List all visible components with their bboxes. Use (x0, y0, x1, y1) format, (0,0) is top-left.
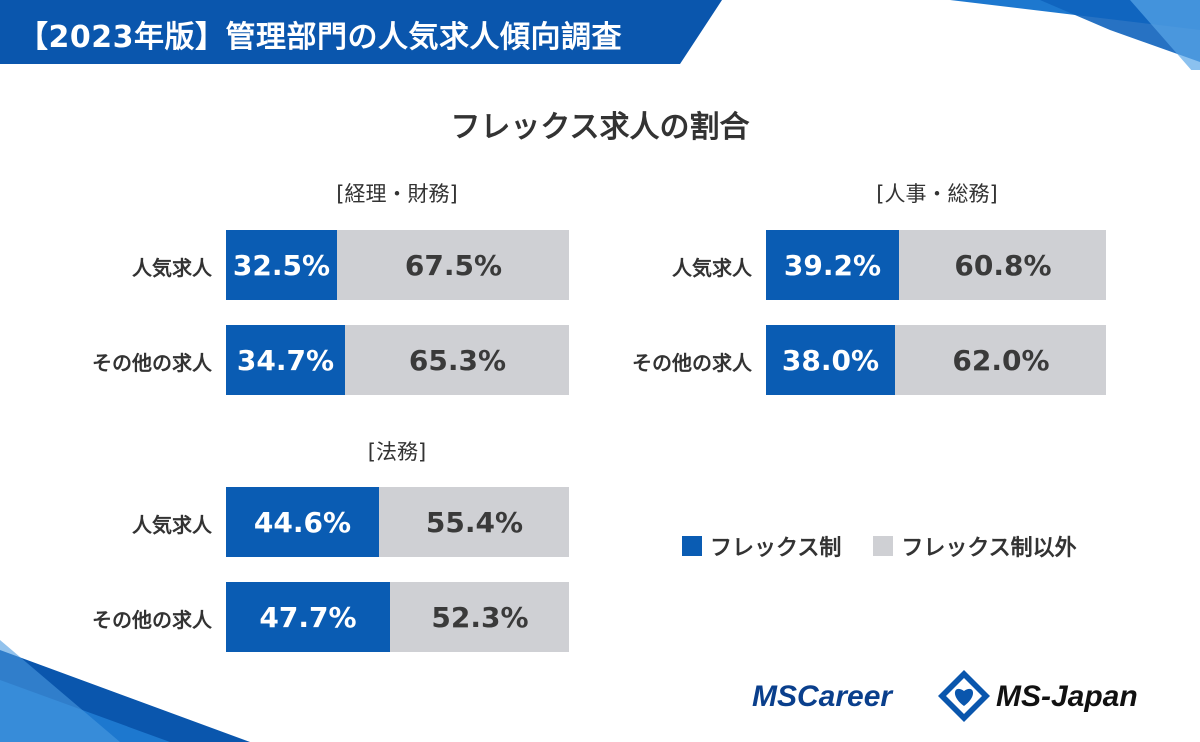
legend-label-flex: フレックス制 (710, 536, 842, 561)
bar-segment-flex: 44.6% (226, 487, 379, 557)
brand-logo: MSCareer MS-Japan (752, 670, 1138, 722)
row-label: その他の求人 (92, 608, 212, 632)
header-banner (0, 0, 1200, 70)
legend-item-flex: フレックス制 (682, 530, 841, 562)
legend-label-other: フレックス制以外 (901, 536, 1077, 561)
stacked-bar: 34.7% 65.3% (226, 325, 569, 395)
stacked-bar: 44.6% 55.4% (226, 487, 569, 557)
stacked-bar: 39.2% 60.8% (766, 230, 1106, 300)
chart-title: フレックス求人の割合 (450, 110, 750, 145)
bar-segment-flex: 39.2% (766, 230, 899, 300)
bar-segment-other: 67.5% (338, 230, 569, 300)
stacked-bar: 38.0% 62.0% (766, 325, 1106, 395)
row-label: その他の求人 (632, 351, 752, 375)
legend-item-other: フレックス制以外 (873, 530, 1077, 562)
bar-segment-other: 55.4% (380, 487, 569, 557)
corner-decoration (0, 640, 250, 742)
logo-mscareer-text: MSCareer (752, 680, 894, 713)
row-label: 人気求人 (132, 513, 212, 537)
stacked-bar: 32.5% 67.5% (226, 230, 569, 300)
legend-swatch-other (873, 536, 894, 556)
row-label: その他の求人 (92, 351, 212, 375)
bar-segment-other: 65.3% (346, 325, 569, 395)
bar-segment-other: 60.8% (900, 230, 1106, 300)
group-title: [法務] (367, 440, 427, 464)
diamond-heart-icon (938, 670, 990, 722)
legend: フレックス制 フレックス制以外 (682, 530, 1099, 562)
bar-segment-flex: 38.0% (766, 325, 895, 395)
row-label: 人気求人 (672, 256, 752, 280)
stacked-bar: 47.7% 52.3% (226, 582, 569, 652)
bar-segment-other: 62.0% (896, 325, 1106, 395)
page-title: 【2023年版】管理部門の人気求人傾向調査 (18, 20, 622, 55)
row-label: 人気求人 (132, 256, 212, 280)
bar-segment-flex: 47.7% (226, 582, 390, 652)
legend-swatch-flex (682, 536, 702, 556)
group-title: [経理・財務] (336, 182, 458, 206)
logo-msjapan-text: MS-Japan (996, 680, 1138, 713)
bar-segment-flex: 32.5% (226, 230, 337, 300)
group-title: [人事・総務] (876, 182, 998, 206)
bar-segment-other: 52.3% (391, 582, 569, 652)
bar-segment-flex: 34.7% (226, 325, 345, 395)
